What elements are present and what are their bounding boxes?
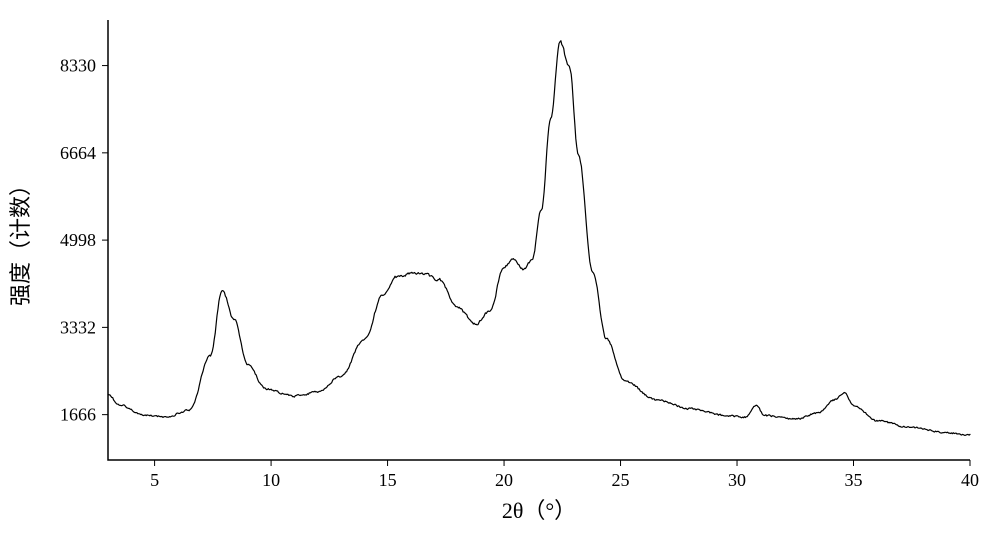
xrd-chart: 5 10 15 20 25 30 35 40 1666 3332 4998 6664 8330 2θ（°…: [0, 0, 1000, 551]
y-tick-label: 6664: [60, 143, 96, 163]
plot-group: [108, 41, 970, 436]
xrd-trace: [108, 41, 970, 436]
x-tick-label: 20: [495, 470, 513, 490]
x-tick-label: 5: [150, 470, 159, 490]
y-tick-label: 1666: [60, 405, 96, 425]
axis-frame: [108, 20, 970, 460]
x-axis-label: 2θ（°）: [502, 498, 576, 523]
chart-svg: 5 10 15 20 25 30 35 40 1666 3332 4998 6664 8330 2θ（°…: [0, 0, 1000, 551]
x-tick-label: 35: [845, 470, 863, 490]
x-tick-label: 30: [728, 470, 746, 490]
axes-group: 5 10 15 20 25 30 35 40 1666 3332 4998 6664 8330: [60, 20, 979, 490]
y-tick-label: 3332: [60, 317, 96, 337]
y-axis-label: 强度（计数）: [8, 174, 33, 306]
x-tick-label: 40: [961, 470, 979, 490]
y-tick-label: 4998: [60, 230, 96, 250]
x-tick-label: 10: [262, 470, 280, 490]
y-tick-label: 8330: [60, 56, 96, 76]
x-tick-label: 25: [612, 470, 630, 490]
x-tick-label: 15: [379, 470, 397, 490]
